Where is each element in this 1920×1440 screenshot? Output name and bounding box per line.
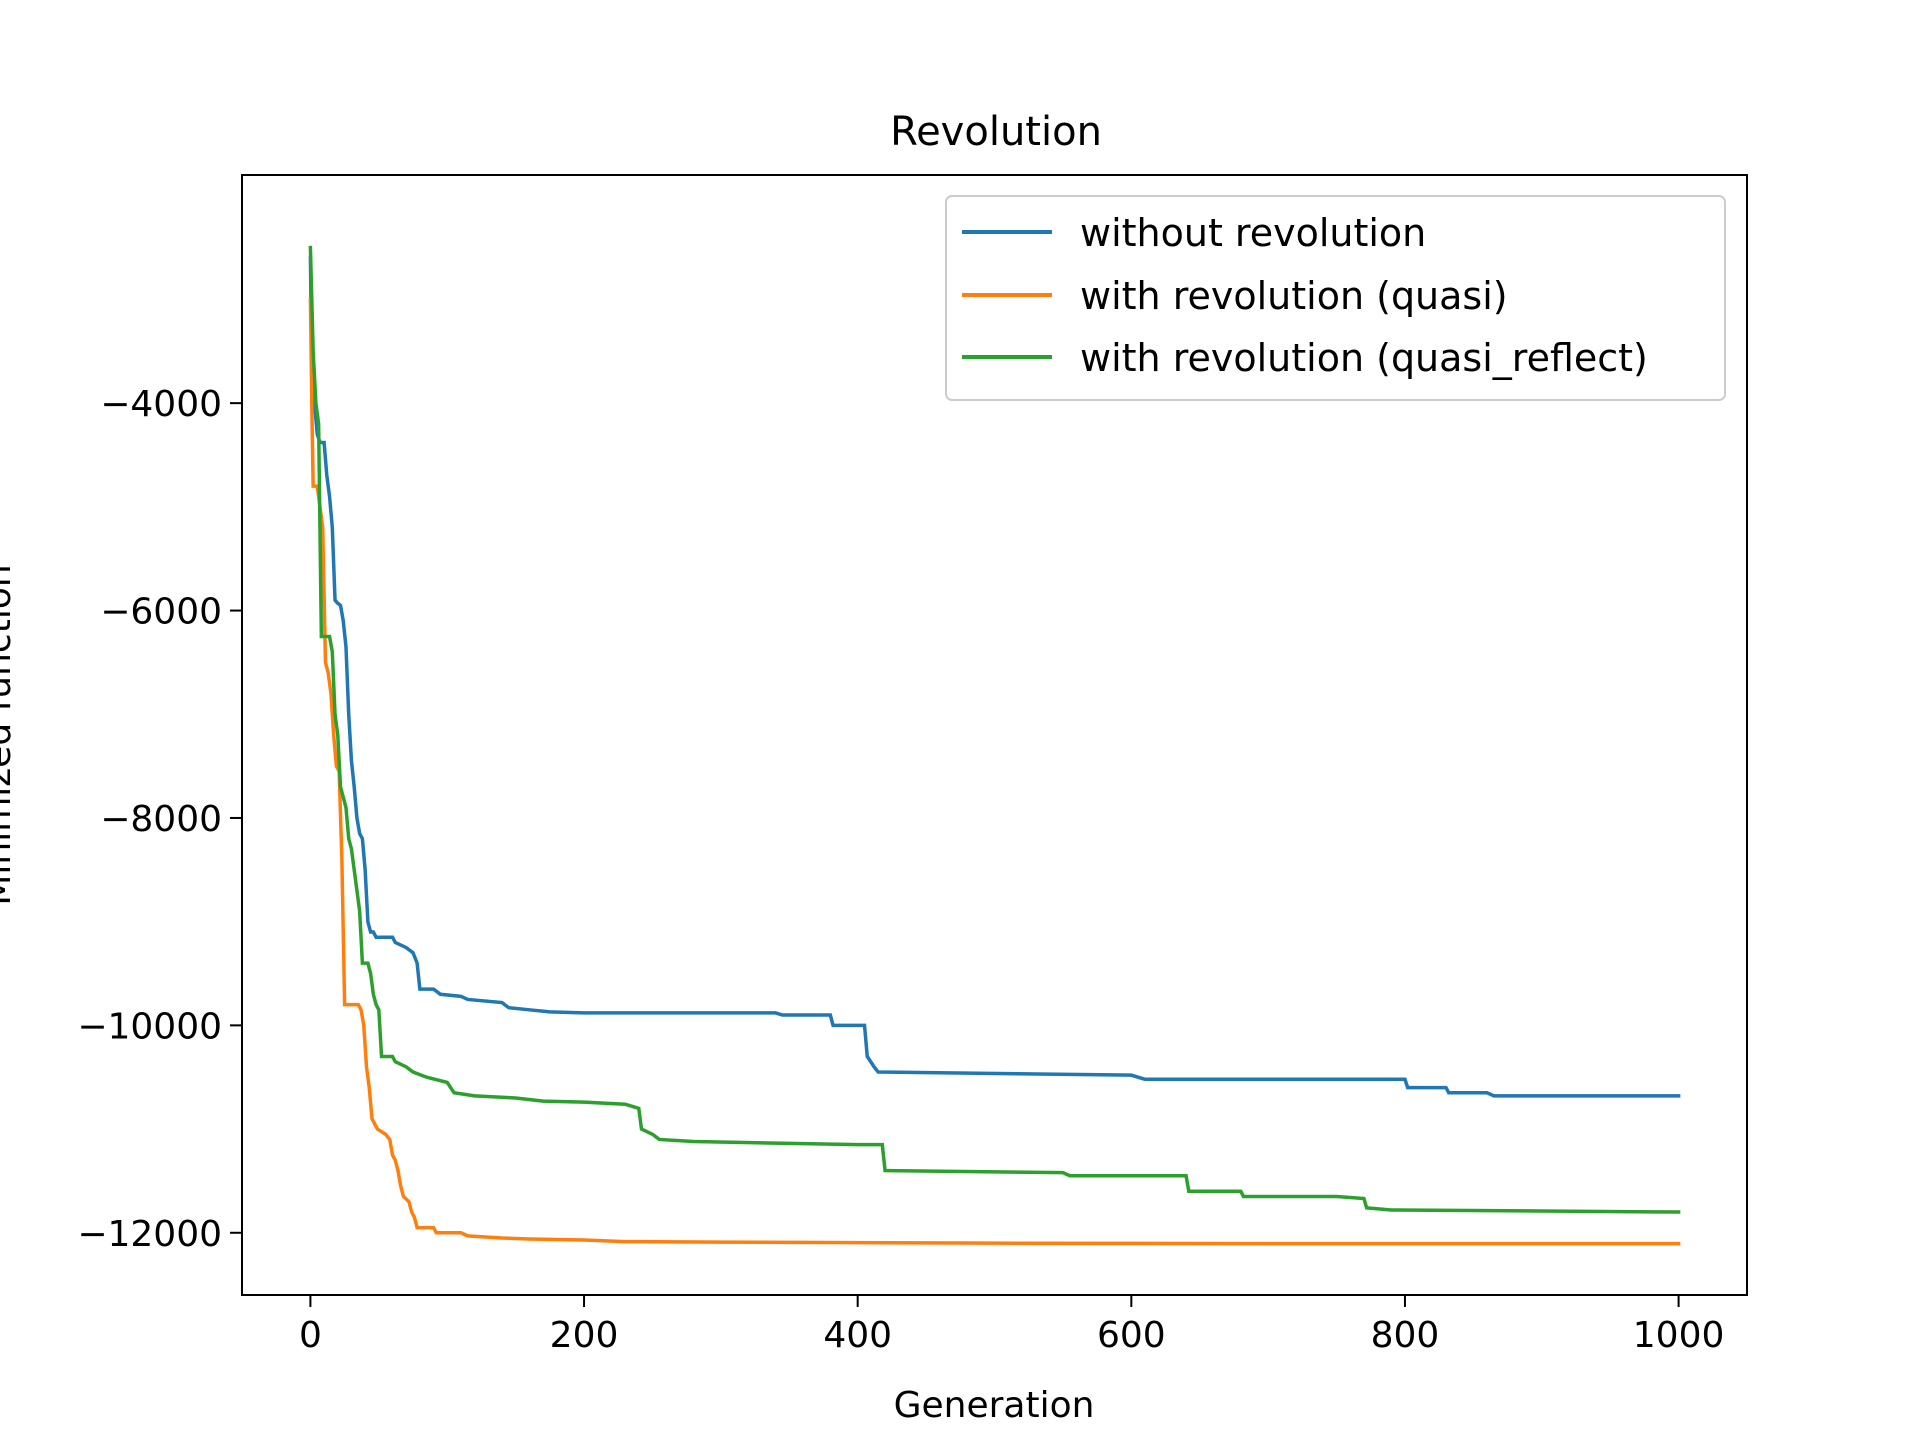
- x-axis-label: Generation: [894, 1385, 1095, 1426]
- series-line-2: [308, 245, 1681, 1214]
- y-tick-label: −8000: [100, 799, 222, 840]
- series-layer: [308, 245, 1681, 1246]
- series-line-1: [308, 297, 1681, 1246]
- y-tick-label: −4000: [100, 384, 222, 425]
- legend-label-without-revolution: without revolution: [1080, 211, 1426, 255]
- chart-title: Revolution: [890, 109, 1102, 155]
- x-tick-label: 200: [550, 1315, 619, 1356]
- y-tick-label: −12000: [77, 1214, 222, 1255]
- x-tick-label: 600: [1097, 1315, 1166, 1356]
- x-tick-label: 800: [1371, 1315, 1440, 1356]
- x-tick-label: 1000: [1633, 1315, 1725, 1356]
- x-tick-label: 0: [299, 1315, 322, 1356]
- x-tick-label: 400: [823, 1315, 892, 1356]
- plot-frame: [241, 174, 1748, 1296]
- legend-frame: [945, 195, 1726, 401]
- y-axis-label: Minimized function: [0, 564, 19, 905]
- x-axis: 0 200 400 600 800 1000: [299, 1295, 1724, 1356]
- y-tick-label: −10000: [77, 1006, 222, 1047]
- legend-label-with-revolution-quasi-reflect: with revolution (quasi_reflect): [1080, 336, 1648, 380]
- y-axis: −4000 −6000 −8000 −10000 −12000: [77, 384, 242, 1255]
- legend-label-with-revolution-quasi: with revolution (quasi): [1080, 274, 1508, 318]
- y-tick-label: −6000: [100, 592, 222, 633]
- series-line-0: [308, 256, 1681, 1098]
- plot-area: [308, 245, 1681, 1246]
- legend: without revolution with revolution (quas…: [945, 195, 1726, 401]
